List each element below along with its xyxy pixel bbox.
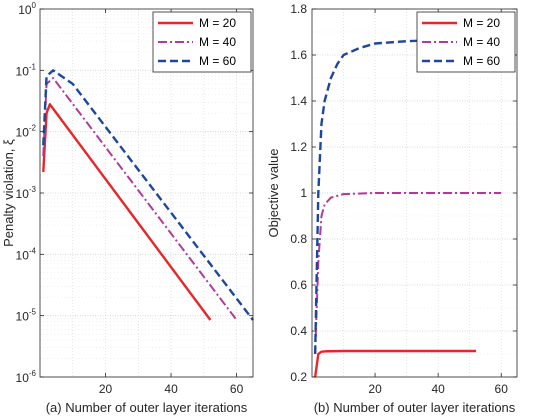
x-tick-label: 60 <box>230 382 244 396</box>
y-tick-label: 0.6 <box>290 278 307 292</box>
legend-label: M = 20 <box>199 16 236 30</box>
y-axis-label: Objective value <box>266 149 281 238</box>
x-axis-label: (b) Number of outer layer iterations <box>314 400 516 415</box>
y-tick-label: 1.8 <box>290 2 307 16</box>
right-chart-panel: 20 40 60 1.8 1.6 1.4 1.2 1 0.8 0.6 0.4 0.2 (b) Numbe… <box>266 2 518 415</box>
y-tick-base: 10 <box>16 187 30 201</box>
legend: M = 20 M = 40 M = 60 <box>152 11 252 73</box>
y-tick-base: 10 <box>16 64 30 78</box>
y-tick-label: 1.4 <box>290 94 307 108</box>
y-tick-exponent: -3 <box>29 185 37 194</box>
legend-label: M = 40 <box>199 35 236 49</box>
y-axis-label: Penalty violation, ξ <box>1 139 16 247</box>
y-tick-label: 10-6 <box>16 369 37 385</box>
y-tick-label: 10-3 <box>16 185 37 201</box>
legend-label: M = 60 <box>199 54 236 68</box>
y-tick-base: 10 <box>16 371 30 385</box>
y-tick-label: 1.2 <box>290 140 307 154</box>
x-tick-label: 20 <box>368 382 382 396</box>
y-tick-base: 10 <box>16 310 30 324</box>
legend-label: M = 40 <box>463 35 500 49</box>
series-group <box>42 69 254 321</box>
legend-label: M = 60 <box>463 54 500 68</box>
series-line-m20 <box>313 349 476 378</box>
y-tick-exponent: -1 <box>29 62 37 71</box>
grid <box>40 9 253 378</box>
y-tick-label: 0.2 <box>290 370 307 384</box>
series-line-m60 <box>313 37 518 355</box>
y-tick-label: 100 <box>18 1 36 17</box>
series-line-m60 <box>42 69 254 321</box>
x-tick-label: 40 <box>431 382 445 396</box>
y-tick-exponent: -6 <box>29 369 37 378</box>
y-tick-base: 10 <box>16 126 30 140</box>
x-axis-label: (a) Number of outer layer iterations <box>46 400 248 415</box>
y-tick-label: 10-1 <box>16 62 37 78</box>
y-tick-base: 10 <box>16 248 30 262</box>
y-tick-label: 10-2 <box>16 124 37 140</box>
x-tick-label: 60 <box>495 382 509 396</box>
series-group <box>313 37 518 378</box>
y-tick-exponent: -4 <box>29 246 37 255</box>
y-tick-exponent: 0 <box>32 1 37 10</box>
legend-label: M = 20 <box>463 16 500 30</box>
y-tick-label: 10-4 <box>16 246 37 262</box>
x-tick-label: 20 <box>99 382 113 396</box>
y-tick-label: 1.6 <box>290 48 307 62</box>
y-tick-label: 0.4 <box>290 324 307 338</box>
x-tick-label: 40 <box>164 382 178 396</box>
y-tick-label: 0.8 <box>290 232 307 246</box>
y-tick-label: 1 <box>300 186 307 200</box>
legend: M = 20 M = 40 M = 60 <box>416 11 516 73</box>
series-line-m20 <box>42 103 212 321</box>
y-tick-exponent: -5 <box>29 308 37 317</box>
y-tick-label: 10-5 <box>16 308 37 324</box>
series-line-m40 <box>314 192 502 355</box>
y-tick-base: 10 <box>18 3 32 17</box>
y-tick-exponent: -2 <box>29 124 37 133</box>
